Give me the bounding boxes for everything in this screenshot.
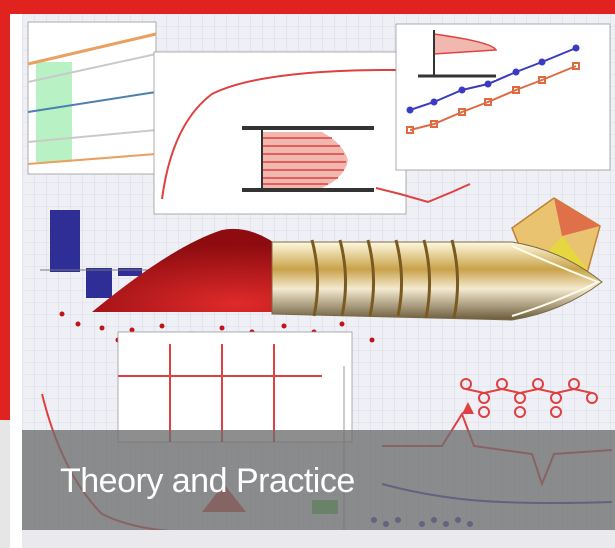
screw-icon <box>271 239 603 321</box>
flow-profile-icon <box>242 126 374 194</box>
bar-chart <box>40 210 162 298</box>
title-banner <box>22 430 615 530</box>
top-left-chart <box>27 21 157 175</box>
cover-illustration <box>22 14 615 548</box>
top-right-chart <box>395 23 611 171</box>
top-red-border <box>0 0 615 14</box>
cover-title: Theory and Practice <box>60 462 355 500</box>
polymer-chain-icon <box>460 378 598 418</box>
left-gray-border <box>0 420 10 548</box>
bottom-strip <box>22 530 615 548</box>
left-red-border <box>0 0 10 420</box>
lower-chart <box>117 331 353 443</box>
zigzag-line <box>375 183 471 204</box>
